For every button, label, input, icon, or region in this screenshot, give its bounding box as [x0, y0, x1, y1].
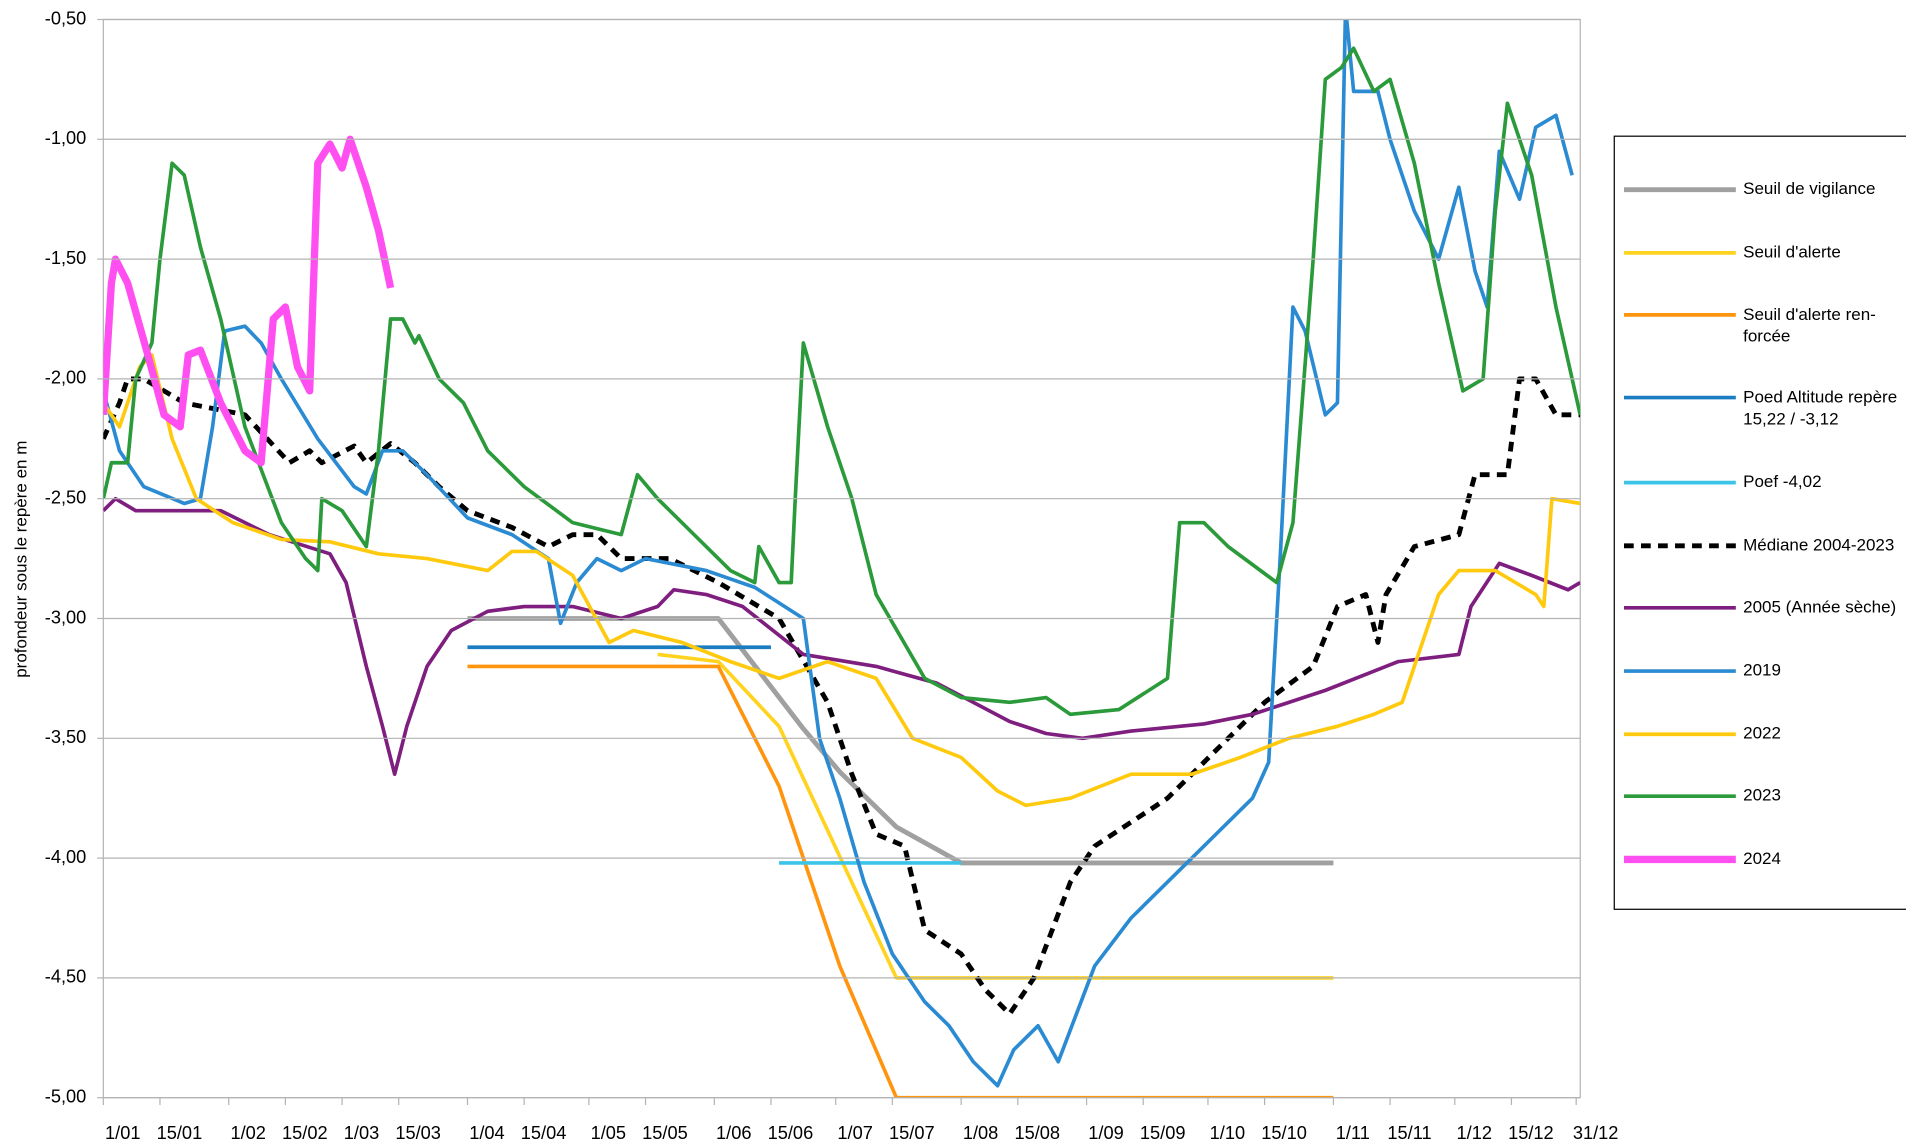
legend-label: 2005 (Année sèche)	[1743, 597, 1896, 616]
x-tick-label: 15/12	[1508, 1122, 1554, 1143]
legend-label: Seuil d'alerte ren-forcée	[1743, 304, 1876, 345]
x-tick-label: 1/03	[344, 1122, 379, 1143]
y-tick-label: -3,50	[45, 726, 87, 747]
y-tick-label: -1,00	[45, 127, 87, 148]
x-tick-label: 1/08	[963, 1122, 998, 1143]
series-line	[467, 664, 1334, 1098]
x-tick-label: 1/11	[1336, 1122, 1370, 1143]
legend-label: Seuil de vigilance	[1743, 179, 1875, 198]
legend-label: Médiane 2004-2023	[1743, 535, 1894, 554]
y-axis-label: profondeur sous le repère en m	[11, 441, 30, 678]
x-tick-label: 1/01	[105, 1122, 140, 1143]
series-line	[103, 46, 1581, 717]
plot-area	[103, 19, 1581, 1098]
x-tick-label: 15/05	[642, 1122, 688, 1143]
x-tick-label: 1/09	[1088, 1122, 1123, 1143]
y-tick-label: -5,00	[45, 1086, 87, 1107]
series-line	[103, 353, 1581, 808]
legend-label: Seuil d'alerte	[1743, 242, 1841, 261]
x-tick-label: 1/05	[591, 1122, 626, 1143]
legend-label: 2022	[1743, 724, 1781, 743]
legend-label: Poed Altitude repère 15,22 / -3,12	[1743, 387, 1897, 428]
series-line	[103, 135, 395, 467]
x-tick-label: 15/07	[889, 1122, 935, 1143]
x-tick-label: 1/02	[230, 1122, 265, 1143]
x-tick-label: 15/06	[768, 1122, 814, 1143]
y-tick-label: -2,00	[45, 367, 87, 388]
x-tick-label: 31/12	[1573, 1122, 1619, 1143]
legend-label: 2019	[1743, 661, 1781, 680]
x-tick-label: 1/07	[837, 1122, 872, 1143]
y-tick-label: -2,50	[45, 487, 87, 508]
y-tick-label: -3,00	[45, 606, 87, 627]
x-tick-label: 15/08	[1014, 1122, 1060, 1143]
x-tick-label: 15/04	[521, 1122, 567, 1143]
x-tick-label: 15/02	[282, 1122, 328, 1143]
legend-label: 2023	[1743, 786, 1781, 805]
legend-box	[1613, 135, 1906, 910]
plot-frame	[102, 18, 1581, 1099]
x-tick-label: 1/04	[469, 1122, 504, 1143]
legend-label: 2024	[1743, 849, 1781, 868]
y-tick-label: -4,50	[45, 966, 87, 987]
x-tick-label: 1/12	[1457, 1122, 1492, 1143]
x-tick-label: 1/10	[1210, 1122, 1245, 1143]
x-tick-label: 15/09	[1140, 1122, 1186, 1143]
y-tick-label: -1,50	[45, 247, 87, 268]
y-tick-label: -0,50	[45, 7, 87, 28]
x-tick-label: 1/06	[716, 1122, 751, 1143]
x-tick-label: 15/11	[1387, 1122, 1431, 1143]
x-tick-label: 15/01	[157, 1122, 203, 1143]
x-tick-label: 15/10	[1261, 1122, 1307, 1143]
series-line	[467, 616, 1334, 866]
x-tick-label: 15/03	[395, 1122, 441, 1143]
legend-label: Poef -4,02	[1743, 472, 1821, 491]
series-line	[103, 19, 1574, 1088]
y-tick-label: -4,00	[45, 846, 87, 867]
